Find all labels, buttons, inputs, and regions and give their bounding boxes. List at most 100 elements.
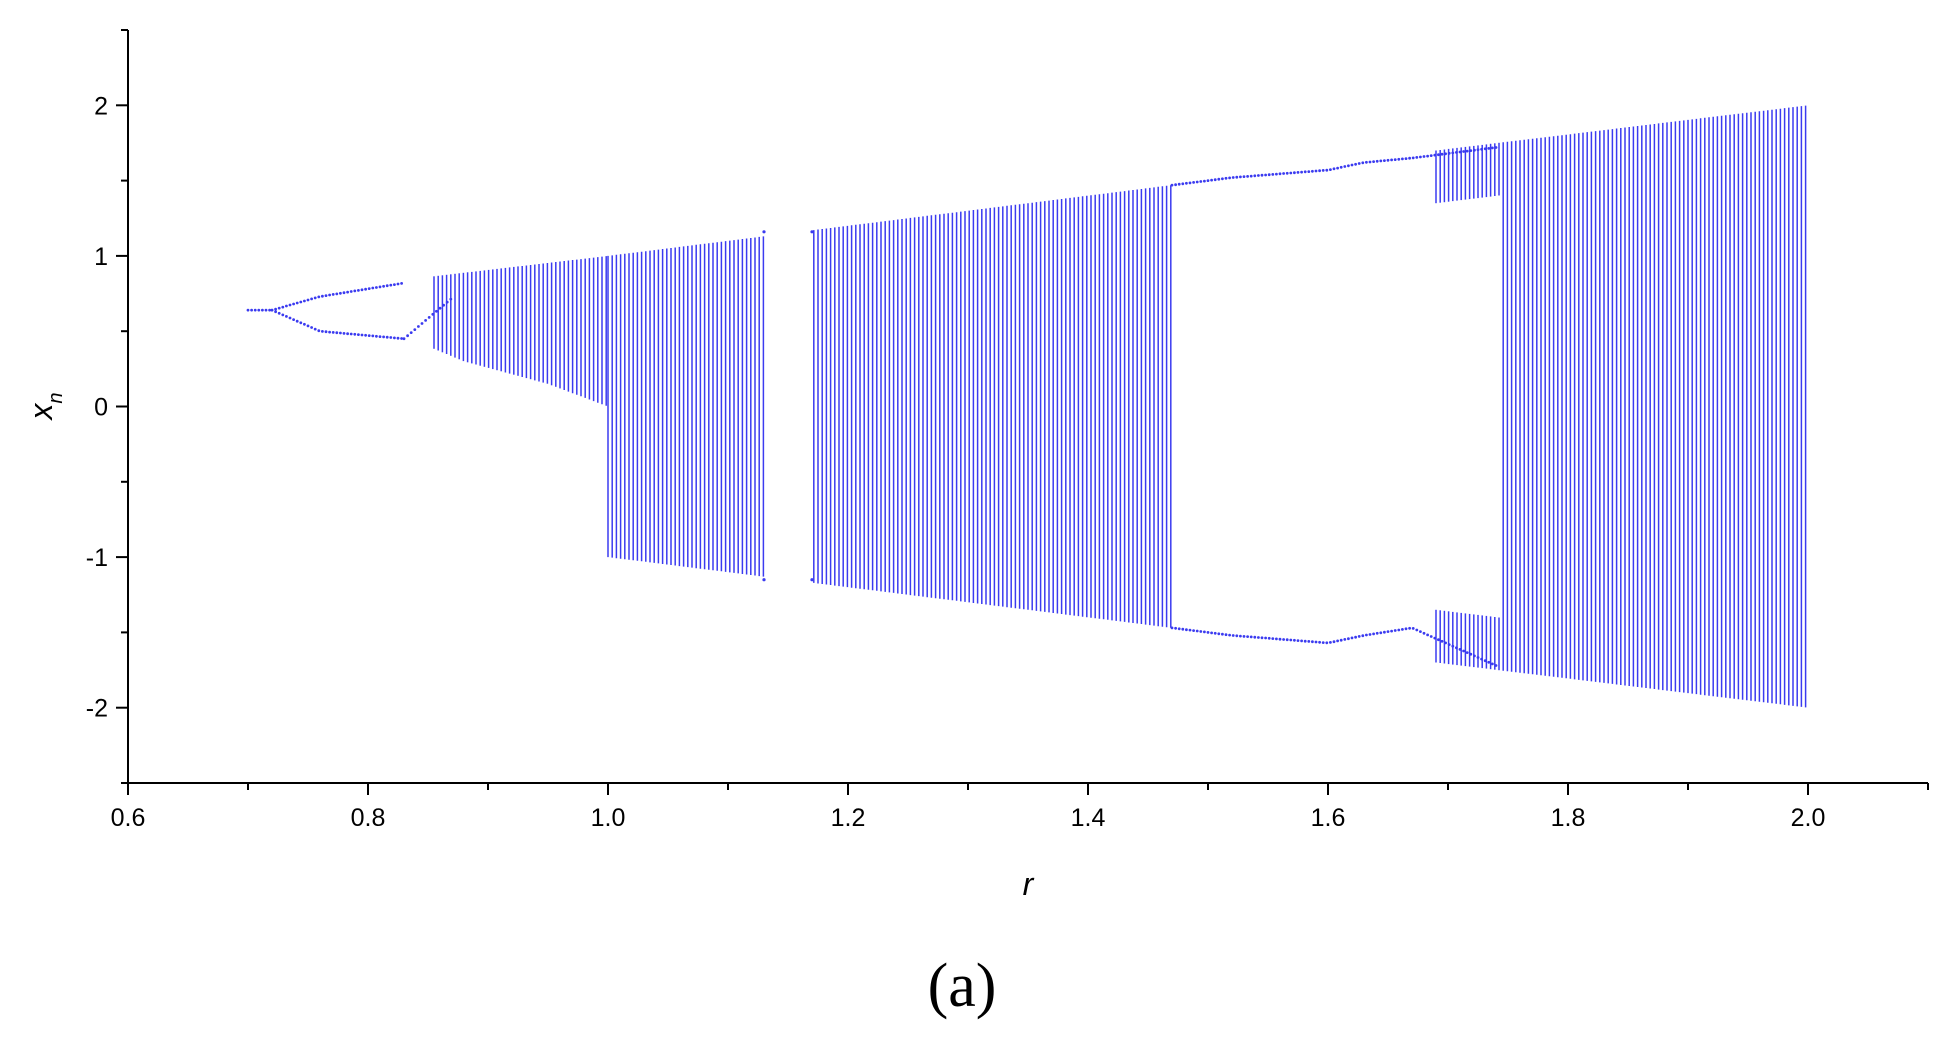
orbit-point xyxy=(1404,627,1408,631)
orbit-point xyxy=(339,291,342,295)
axes: 0.6 0.8 1.0 1.2 1.4 1.6 1.8 2.0 2 1 0 -1 -2 xyxy=(86,29,1929,832)
orbit-point xyxy=(378,335,382,338)
orbit-point xyxy=(1329,641,1332,644)
orbit-point xyxy=(382,335,385,339)
orbit-point xyxy=(1368,160,1372,164)
orbit-point xyxy=(357,333,360,336)
orbit-point xyxy=(1199,180,1203,183)
y-tick-label: -2 xyxy=(86,695,108,723)
y-axis-title: xn xyxy=(23,392,67,421)
x-tick-label: 1.2 xyxy=(831,804,866,832)
orbit-point xyxy=(364,287,367,291)
orbit-point xyxy=(1383,159,1386,163)
orbit-point xyxy=(367,287,371,290)
orbit-point xyxy=(810,230,814,234)
orbit-point xyxy=(335,331,339,335)
orbit-point xyxy=(1260,173,1264,177)
orbit-point xyxy=(288,303,292,307)
orbit-point xyxy=(1339,638,1343,642)
orbit-point xyxy=(342,332,346,335)
orbit-point xyxy=(292,318,295,321)
orbit-point xyxy=(1185,628,1188,632)
orbit-point xyxy=(1206,631,1210,634)
orbit-point xyxy=(324,330,328,334)
orbit-point xyxy=(1350,163,1354,167)
orbit-point xyxy=(1379,631,1383,635)
orbit-point xyxy=(810,578,814,582)
orbit-point xyxy=(1174,183,1177,187)
y-tick-label: 0 xyxy=(94,394,108,422)
orbit-point xyxy=(393,336,396,340)
orbit-point xyxy=(1375,159,1379,163)
orbit-point xyxy=(1246,175,1249,178)
orbit-point xyxy=(1235,175,1239,179)
orbit-point xyxy=(1307,170,1311,174)
y-tick-label: -1 xyxy=(86,544,108,572)
orbit-point xyxy=(1260,636,1264,640)
orbit-point xyxy=(1365,160,1368,164)
orbit-point xyxy=(1224,633,1228,637)
orbit-point xyxy=(1271,637,1275,640)
orbit-point xyxy=(1296,171,1300,174)
orbit-point xyxy=(1181,182,1185,186)
orbit-point xyxy=(1347,164,1350,168)
period2-lower-branch xyxy=(270,308,403,340)
orbit-point xyxy=(324,294,328,297)
orbit-point xyxy=(1224,176,1228,180)
orbit-point xyxy=(1357,162,1361,165)
orbit-point xyxy=(1354,162,1357,166)
x-tick-label: 1.0 xyxy=(591,804,626,832)
orbit-point xyxy=(1282,172,1285,175)
orbit-point xyxy=(1426,154,1429,158)
orbit-point xyxy=(306,324,310,328)
orbit-point xyxy=(1386,630,1390,633)
orbit-point xyxy=(321,330,324,333)
orbit-point xyxy=(1253,174,1257,178)
orbit-point xyxy=(1293,638,1296,642)
orbit-point xyxy=(1285,171,1289,175)
orbit-point xyxy=(389,336,393,339)
orbit-point xyxy=(328,330,331,334)
orbit-point xyxy=(1188,181,1192,185)
orbit-point xyxy=(264,308,268,312)
orbit-point xyxy=(1361,161,1365,165)
orbit-point xyxy=(1249,174,1253,178)
panel-label: (a) xyxy=(928,952,997,1020)
orbit-point xyxy=(1257,174,1260,177)
orbit-point xyxy=(1408,626,1411,630)
orbit-point xyxy=(295,301,299,305)
orbit-point xyxy=(274,307,277,311)
orbit-point xyxy=(270,308,274,312)
orbit-point xyxy=(382,284,385,288)
orbit-point xyxy=(1343,638,1347,641)
y-tick-labels: 2 1 0 -1 -2 xyxy=(86,92,108,722)
orbit-point xyxy=(364,333,367,337)
orbit-point xyxy=(1397,157,1401,161)
orbit-point xyxy=(281,305,285,309)
orbit-point xyxy=(1249,635,1253,639)
orbit-point xyxy=(1462,150,1465,153)
orbit-point xyxy=(268,308,271,312)
orbit-point xyxy=(1221,177,1224,181)
orbit-point xyxy=(1195,180,1199,184)
orbit-point xyxy=(427,316,431,319)
orbit-point xyxy=(328,293,331,297)
orbit-point xyxy=(353,332,357,336)
orbit-point xyxy=(396,282,400,286)
orbit-point xyxy=(1192,181,1195,184)
orbit-point xyxy=(1303,639,1307,643)
orbit-point xyxy=(400,282,403,285)
orbit-point xyxy=(1487,660,1491,664)
orbit-point xyxy=(375,286,378,289)
orbit-point xyxy=(1336,639,1339,643)
orbit-point xyxy=(400,337,403,340)
orbit-point xyxy=(1239,175,1242,179)
orbit-point xyxy=(1383,630,1386,634)
orbit-point xyxy=(1314,640,1318,644)
orbit-point xyxy=(299,300,303,304)
orbit-point xyxy=(253,308,257,312)
orbit-point xyxy=(349,290,353,293)
x-tick-label: 0.8 xyxy=(351,804,386,832)
orbit-point xyxy=(406,334,409,338)
y-axis-title-subscript: n xyxy=(45,392,67,403)
